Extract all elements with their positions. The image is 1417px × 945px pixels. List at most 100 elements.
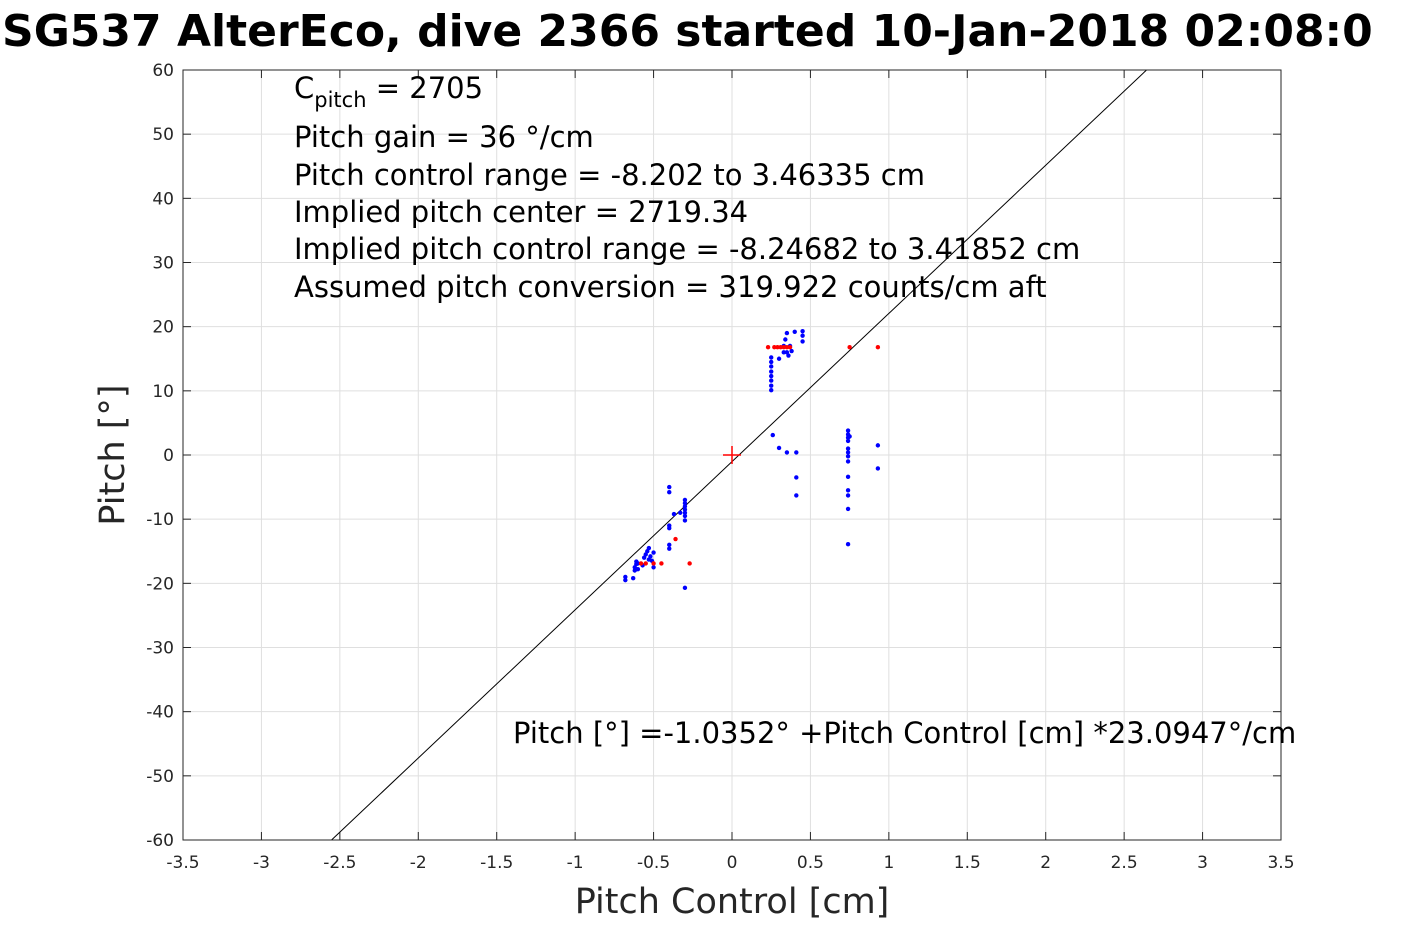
data-point	[787, 345, 793, 350]
data-point	[794, 493, 799, 498]
center-marker-group	[723, 446, 741, 464]
data-point	[648, 554, 653, 559]
data-point	[845, 474, 851, 480]
data-point	[673, 536, 678, 542]
x-tick-label: -2	[410, 853, 427, 873]
x-tick-label: -0.5	[637, 853, 670, 873]
plot-frame	[182, 69, 1282, 841]
x-tick-label: 3	[1197, 853, 1208, 873]
c-pitch-value: = 2705	[367, 71, 484, 105]
data-point	[781, 345, 786, 350]
x-tick-label: -3	[253, 853, 270, 873]
data-point	[845, 488, 851, 493]
data-point	[769, 378, 774, 383]
data-point	[682, 500, 688, 506]
x-tick-label: 1.5	[954, 853, 981, 873]
data-point	[667, 525, 672, 531]
y-tick-label: 30	[152, 254, 174, 274]
y-tick-label: 40	[152, 189, 174, 209]
y-tick-label: -20	[146, 574, 174, 594]
data-point	[775, 345, 780, 350]
data-point	[769, 383, 774, 388]
c-pitch-annotation: Cpitch = 2705	[294, 71, 483, 112]
data-point	[772, 345, 777, 350]
data-point	[646, 545, 652, 551]
data-point	[643, 561, 648, 566]
data-point	[875, 466, 881, 471]
data-point	[682, 504, 688, 509]
data-point	[651, 565, 656, 570]
data-point	[687, 561, 692, 566]
y-tick-label: -30	[146, 639, 174, 659]
data-point	[794, 475, 799, 480]
fit-equation-annotation: Pitch [°] =-1.0352° +Pitch Control [cm] …	[513, 716, 1296, 750]
data-points	[623, 328, 881, 591]
data-point	[659, 561, 664, 566]
parameter-annotations: Cpitch = 2705 Pitch gain = 36 °/cm Pitch…	[294, 71, 1080, 304]
data-point	[623, 574, 628, 580]
data-point	[667, 546, 672, 551]
y-tick-label: -10	[146, 510, 174, 530]
data-point	[769, 355, 774, 360]
data-point	[792, 329, 797, 334]
x-tick-label: -2.5	[323, 853, 356, 873]
x-tick-label: 2	[1040, 853, 1051, 873]
y-tick-label: -50	[146, 767, 174, 787]
data-point	[682, 585, 688, 591]
x-tick-label: -1.5	[480, 853, 513, 873]
data-point	[770, 432, 775, 438]
data-point	[845, 459, 851, 464]
data-point	[682, 507, 688, 512]
x-tick-label: 0.5	[797, 853, 824, 873]
data-point	[671, 511, 677, 517]
y-tick-label: -60	[146, 831, 174, 851]
data-point	[682, 510, 688, 515]
x-tick-label: -1	[567, 853, 584, 873]
y-tick-label: 20	[152, 318, 174, 338]
data-point	[784, 345, 790, 350]
y-tick-label: 10	[152, 382, 174, 402]
data-point	[682, 497, 688, 503]
data-point	[800, 339, 805, 344]
data-point	[623, 577, 628, 583]
data-point	[845, 428, 851, 433]
x-tick-label: 3.5	[1267, 853, 1294, 873]
data-point	[845, 493, 851, 498]
data-point	[651, 561, 656, 566]
implied-center-annotation: Implied pitch center = 2719.34	[294, 195, 748, 229]
axis-ticks	[182, 69, 1282, 841]
x-tick-label: 1	[883, 853, 894, 873]
data-point	[783, 337, 788, 342]
implied-range-annotation: Implied pitch control range = -8.24682 t…	[294, 232, 1080, 266]
data-point	[845, 438, 851, 444]
data-point	[638, 561, 644, 566]
data-point	[800, 328, 805, 334]
data-point	[635, 567, 641, 572]
y-tick-label: 0	[163, 446, 174, 466]
x-tick-label: 2.5	[1111, 853, 1138, 873]
data-point	[789, 348, 794, 354]
data-point	[776, 356, 782, 361]
pitch-gain-annotation: Pitch gain = 36 °/cm	[294, 120, 594, 154]
data-point	[776, 445, 782, 451]
data-point	[845, 450, 851, 455]
data-point	[769, 364, 774, 369]
data-point	[845, 454, 851, 459]
data-point	[847, 434, 852, 439]
y-tick-label: 60	[152, 61, 174, 81]
data-point	[651, 550, 656, 555]
x-tick-label: 0	[727, 853, 738, 873]
data-point	[769, 373, 774, 379]
x-tick-label: -3.5	[166, 853, 199, 873]
data-point	[682, 518, 688, 523]
c-pitch-subscript: pitch	[314, 88, 366, 112]
x-axis-label: Pitch Control [cm]	[575, 882, 890, 922]
data-point	[769, 359, 774, 365]
data-point	[794, 450, 799, 455]
x-tick-labels: -3.5 -3 -2.5 -2 -1.5 -1 -0.5 0 0.5 1 1.5 2 2.5 3 3.5	[166, 853, 1294, 873]
data-point	[784, 450, 790, 455]
data-point	[875, 443, 881, 448]
data-point	[765, 345, 771, 350]
chart-title: SG537 AlterEco, dive 2366 started 10-Jan…	[2, 6, 1373, 57]
c-pitch-letter: C	[294, 71, 314, 105]
